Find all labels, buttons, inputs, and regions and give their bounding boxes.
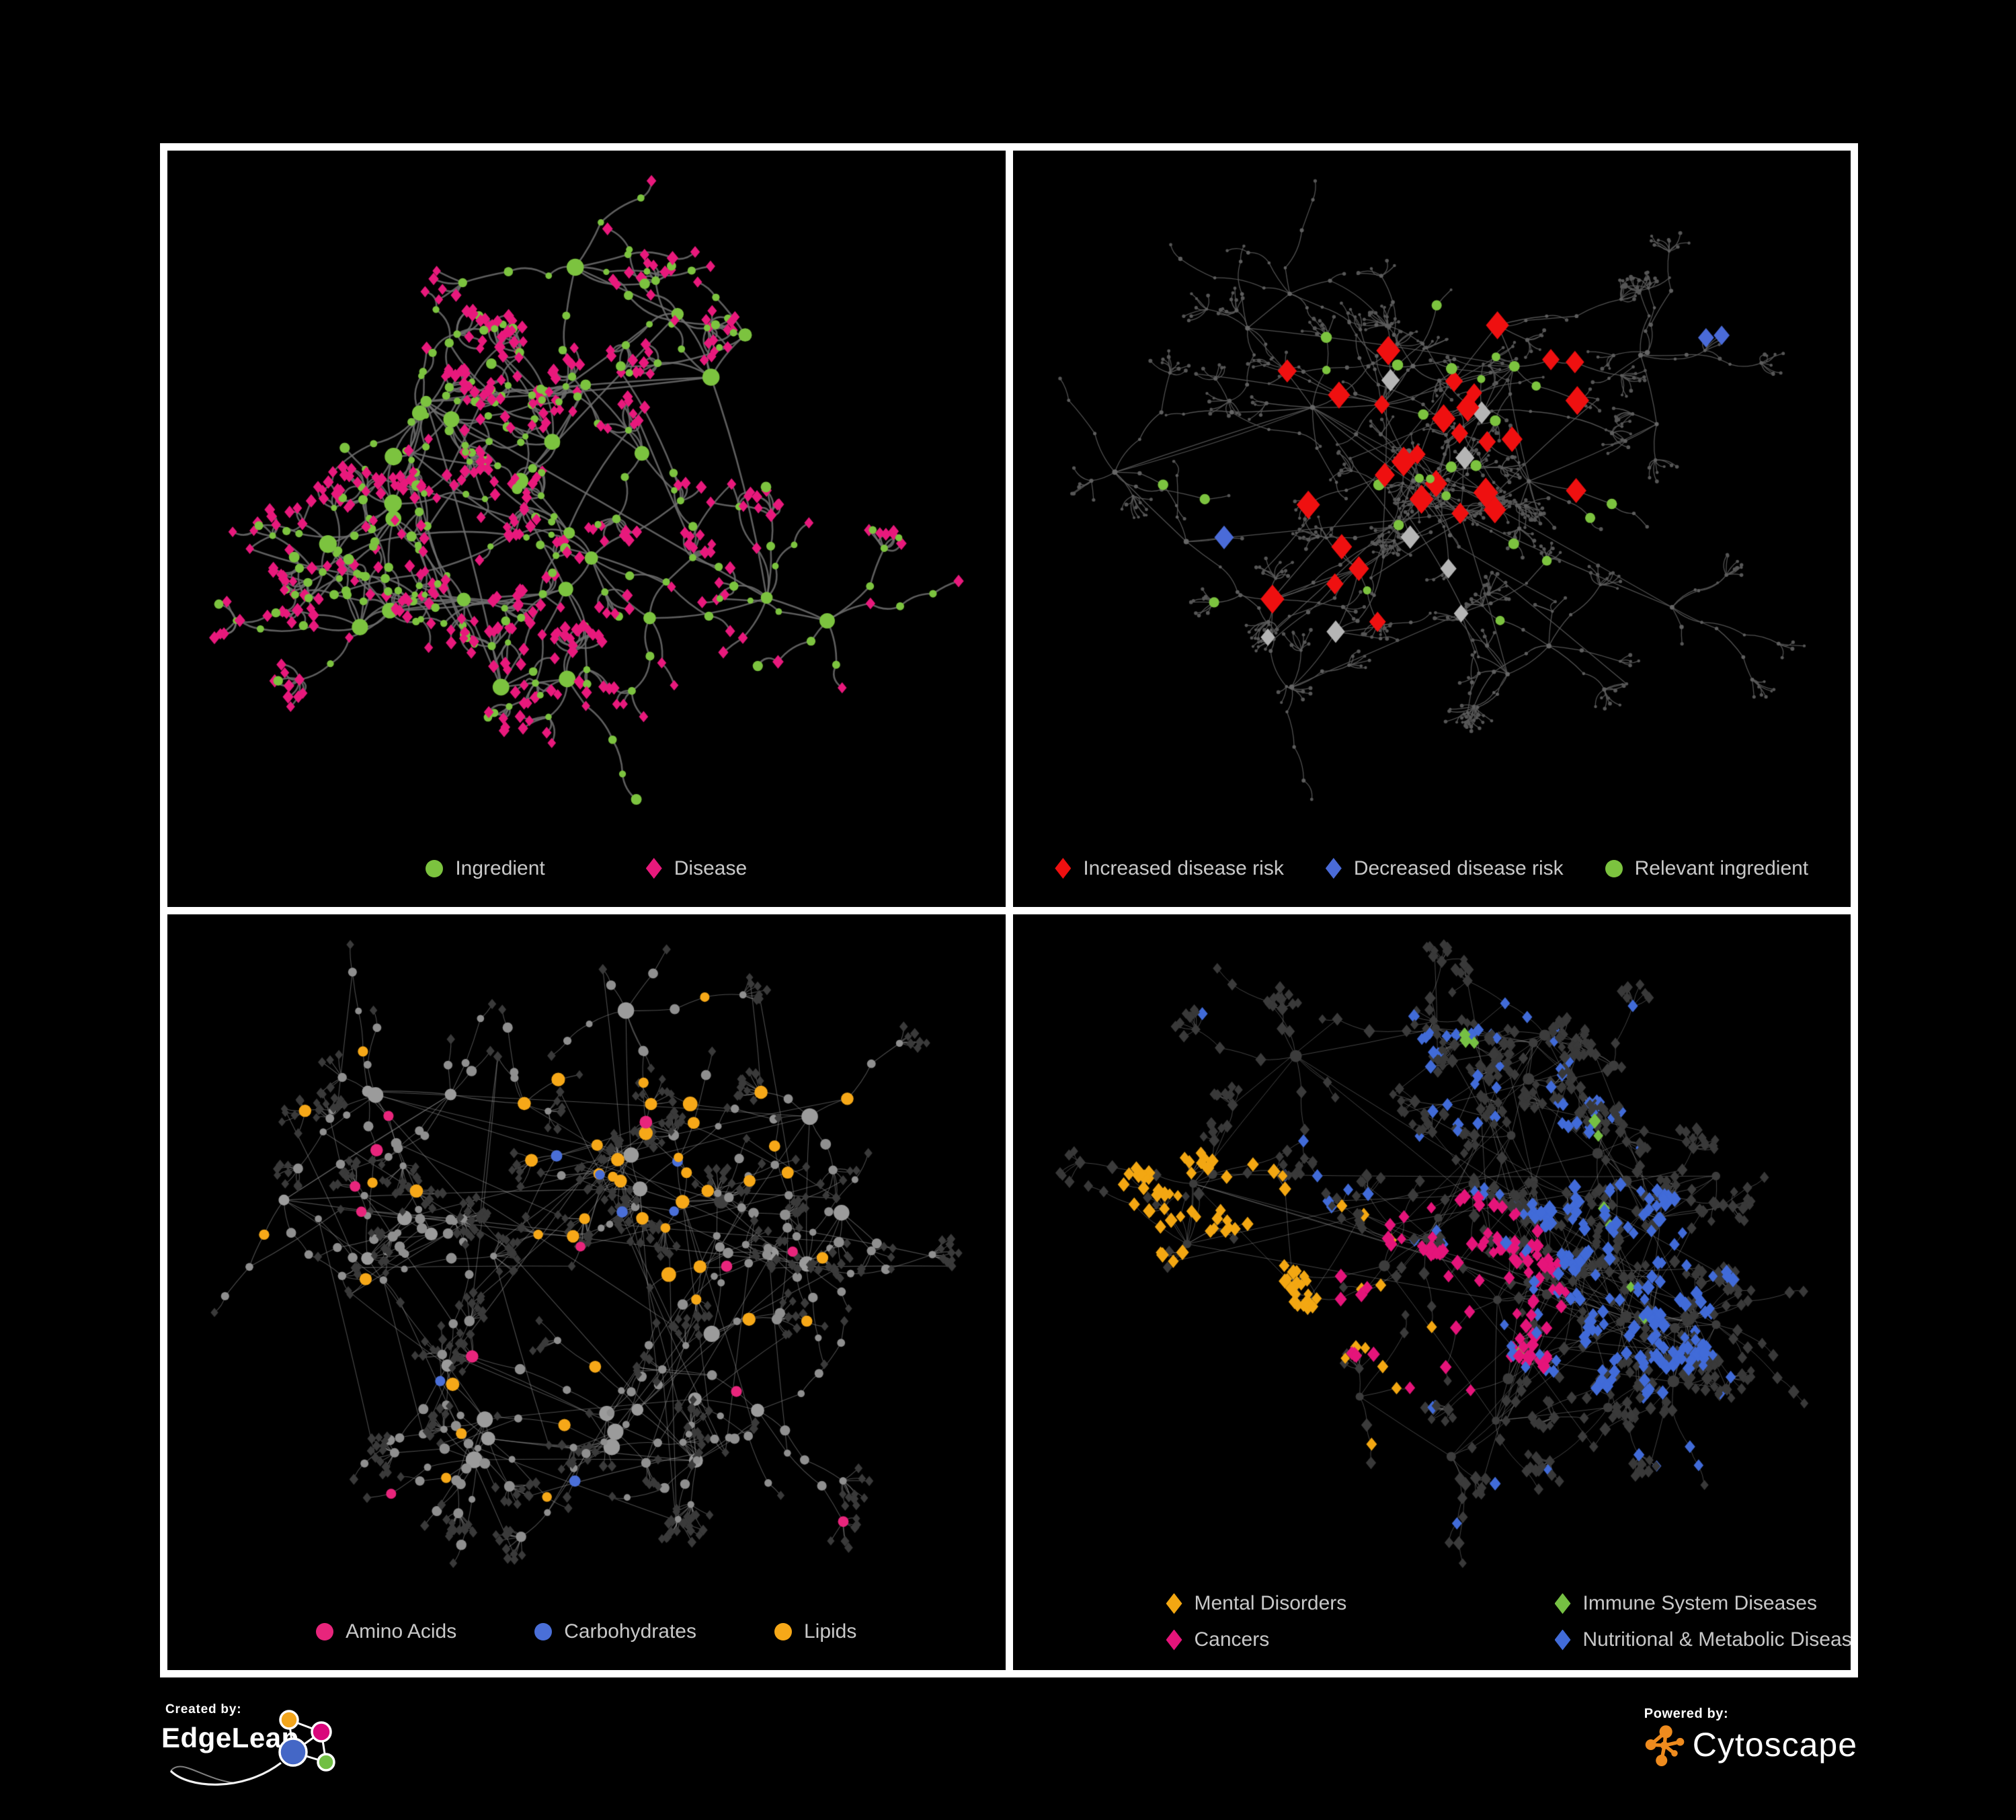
cytoscape-credit: Powered by: Cytoscape — [1643, 1706, 1857, 1766]
legend-item-immune-system-diseases: Immune System Diseases — [1554, 1592, 1851, 1615]
legend-label: Nutritional & Metabolic Diseases — [1582, 1628, 1851, 1651]
ingredient-circle-icon — [426, 859, 444, 877]
legend-label: Increased disease risk — [1083, 857, 1284, 879]
legend-item-cancers: Cancers — [1166, 1628, 1555, 1651]
legend-nutrient-classes: Amino Acids Carbohydrates Lipids — [167, 1620, 1006, 1643]
edgeleap-wordmark: EdgeLeap — [161, 1722, 299, 1753]
created-by-label: Created by: — [165, 1702, 242, 1716]
legend-disease-categories: Mental Disorders Immune System Diseases … — [1166, 1592, 1851, 1651]
powered-by-label: Powered by: — [1644, 1706, 1729, 1721]
legend-label: Decreased disease risk — [1353, 857, 1564, 879]
disease-risk-network-canvas — [1012, 151, 1851, 907]
legend-item-ingredient: Ingredient — [426, 857, 545, 880]
amino-acids-circle-icon — [316, 1623, 334, 1640]
lipids-circle-icon — [774, 1623, 792, 1640]
panel-disease-risk: Increased disease risk Decreased disease… — [1012, 151, 1851, 907]
disease-diamond-icon — [645, 858, 662, 879]
legend-label: Disease — [674, 857, 748, 879]
cytoscape-logo-icon — [1645, 1725, 1685, 1766]
cancers-diamond-icon — [1166, 1629, 1182, 1651]
edgeleap-credit: Created by: EdgeLeap — [161, 1702, 363, 1796]
panel-nutrient-classes: Amino Acids Carbohydrates Lipids — [167, 914, 1006, 1670]
legend-label: Amino Acids — [346, 1620, 457, 1643]
legend-item-decreased-risk: Decreased disease risk — [1325, 857, 1564, 880]
legend-label: Cancers — [1194, 1628, 1270, 1651]
panel-ingredient-disease: Ingredient Disease — [167, 151, 1006, 907]
legend-item-carbohydrates: Carbohydrates — [534, 1620, 696, 1643]
nutrient-class-network-canvas — [167, 914, 1006, 1670]
legend-label: Mental Disorders — [1194, 1592, 1347, 1614]
legend-item-relevant-ingredient: Relevant ingredient — [1605, 857, 1809, 880]
legend-label: Relevant ingredient — [1634, 857, 1809, 879]
legend-label: Lipids — [803, 1620, 857, 1643]
legend-label: Ingredient — [455, 857, 545, 879]
legend-item-increased-risk: Increased disease risk — [1055, 857, 1284, 880]
legend-ingredient-disease: Ingredient Disease — [167, 857, 1006, 880]
disease-category-network-canvas — [1012, 914, 1851, 1670]
legend-disease-risk: Increased disease risk Decreased disease… — [1013, 857, 1851, 880]
legend-item-mental-disorders: Mental Disorders — [1166, 1592, 1555, 1615]
panel-disease-categories: Mental Disorders Immune System Diseases … — [1012, 914, 1851, 1670]
relevant-ingredient-circle-icon — [1605, 859, 1623, 877]
legend-item-amino-acids: Amino Acids — [316, 1620, 456, 1643]
four-panel-figure: Ingredient Disease Increased disease ris… — [160, 143, 1858, 1677]
legend-item-nutritional-metabolic-diseases: Nutritional & Metabolic Diseases — [1554, 1628, 1851, 1651]
nutritional-metabolic-diseases-diamond-icon — [1554, 1629, 1571, 1651]
cytoscape-wordmark: Cytoscape — [1692, 1726, 1857, 1764]
legend-label: Carbohydrates — [564, 1620, 696, 1643]
decreased-risk-diamond-icon — [1325, 858, 1342, 879]
legend-label: Immune System Diseases — [1582, 1592, 1817, 1614]
ingredient-disease-network-canvas — [167, 151, 1006, 907]
legend-item-lipids: Lipids — [774, 1620, 856, 1643]
immune-system-diseases-diamond-icon — [1554, 1593, 1571, 1614]
carbohydrates-circle-icon — [534, 1623, 553, 1640]
increased-risk-diamond-icon — [1055, 858, 1072, 879]
mental-disorders-diamond-icon — [1166, 1593, 1182, 1614]
legend-item-disease: Disease — [645, 857, 748, 880]
